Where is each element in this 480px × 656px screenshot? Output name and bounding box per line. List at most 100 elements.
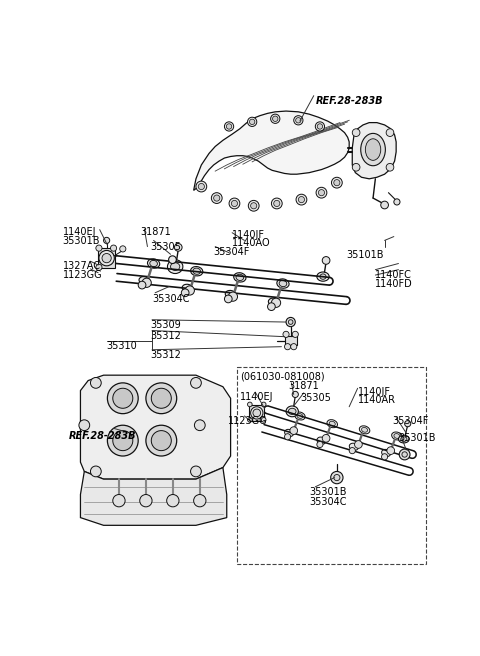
Circle shape <box>405 420 411 427</box>
Circle shape <box>274 200 280 207</box>
Text: 35304C: 35304C <box>152 295 190 304</box>
Circle shape <box>331 472 343 483</box>
Ellipse shape <box>225 291 236 298</box>
Text: 1140FD: 1140FD <box>375 279 413 289</box>
Circle shape <box>146 425 177 456</box>
Text: 1140FC: 1140FC <box>375 270 412 279</box>
Circle shape <box>299 197 304 203</box>
Ellipse shape <box>268 298 279 306</box>
Ellipse shape <box>168 260 183 274</box>
Text: 35310: 35310 <box>106 340 137 350</box>
Polygon shape <box>193 111 349 190</box>
Circle shape <box>394 199 400 205</box>
Text: 35301B: 35301B <box>309 487 347 497</box>
Ellipse shape <box>401 437 407 441</box>
Ellipse shape <box>394 434 400 438</box>
Circle shape <box>271 298 281 308</box>
Circle shape <box>227 124 232 129</box>
Circle shape <box>113 495 125 507</box>
Circle shape <box>334 180 340 186</box>
Circle shape <box>194 420 205 430</box>
Circle shape <box>90 377 101 388</box>
Circle shape <box>198 184 204 190</box>
Ellipse shape <box>327 420 337 428</box>
Ellipse shape <box>297 413 303 419</box>
Circle shape <box>214 195 220 201</box>
Ellipse shape <box>317 437 326 444</box>
Circle shape <box>225 295 232 303</box>
Ellipse shape <box>285 429 294 436</box>
Circle shape <box>151 430 171 451</box>
Ellipse shape <box>191 266 203 276</box>
Ellipse shape <box>234 273 246 282</box>
Ellipse shape <box>147 259 160 268</box>
Ellipse shape <box>279 280 287 287</box>
Ellipse shape <box>286 406 299 417</box>
Circle shape <box>294 115 303 125</box>
Ellipse shape <box>361 133 385 166</box>
Circle shape <box>296 117 301 123</box>
Circle shape <box>285 434 291 440</box>
Text: 35301B: 35301B <box>63 236 100 246</box>
Ellipse shape <box>295 412 305 420</box>
Circle shape <box>352 129 360 136</box>
Bar <box>237 367 426 564</box>
Ellipse shape <box>360 426 370 434</box>
Ellipse shape <box>236 274 244 281</box>
Circle shape <box>231 200 238 207</box>
Circle shape <box>79 420 90 430</box>
Text: 35309: 35309 <box>151 319 181 330</box>
Ellipse shape <box>193 268 201 274</box>
Circle shape <box>251 203 257 209</box>
Circle shape <box>211 193 222 203</box>
Circle shape <box>99 251 114 266</box>
Circle shape <box>322 434 330 442</box>
Circle shape <box>168 256 176 264</box>
Circle shape <box>290 427 298 434</box>
Text: 1140JF: 1140JF <box>358 387 391 397</box>
Circle shape <box>229 198 240 209</box>
Circle shape <box>146 383 177 414</box>
Circle shape <box>142 278 151 287</box>
Ellipse shape <box>361 428 368 432</box>
Circle shape <box>228 292 238 301</box>
Text: 35101B: 35101B <box>346 250 384 260</box>
Circle shape <box>174 243 182 251</box>
Circle shape <box>262 402 266 407</box>
Circle shape <box>102 253 111 263</box>
Circle shape <box>386 163 394 171</box>
Text: 35304F: 35304F <box>214 247 250 256</box>
Circle shape <box>285 344 291 350</box>
Circle shape <box>387 447 395 455</box>
Ellipse shape <box>277 279 289 288</box>
Circle shape <box>318 190 324 195</box>
Circle shape <box>296 194 307 205</box>
Text: (061030-081008): (061030-081008) <box>240 371 324 381</box>
Circle shape <box>248 200 259 211</box>
Polygon shape <box>352 123 396 179</box>
Circle shape <box>90 466 101 477</box>
Ellipse shape <box>150 260 157 266</box>
Circle shape <box>140 495 152 507</box>
Polygon shape <box>98 248 115 268</box>
Polygon shape <box>285 336 297 345</box>
Text: 1140JF: 1140JF <box>232 230 265 239</box>
Polygon shape <box>81 468 227 525</box>
Circle shape <box>271 198 282 209</box>
Circle shape <box>96 245 102 251</box>
Circle shape <box>110 245 117 251</box>
Circle shape <box>251 407 263 419</box>
Circle shape <box>167 495 179 507</box>
Text: 1140EJ: 1140EJ <box>63 228 96 237</box>
Text: 1327AC: 1327AC <box>63 261 101 271</box>
Text: 35312: 35312 <box>151 350 181 359</box>
Circle shape <box>271 114 280 123</box>
Circle shape <box>262 417 266 422</box>
Circle shape <box>315 122 324 131</box>
Text: 31871: 31871 <box>288 381 319 392</box>
Circle shape <box>113 388 133 408</box>
Circle shape <box>382 454 388 460</box>
Circle shape <box>386 129 394 136</box>
Text: 35304F: 35304F <box>392 416 429 426</box>
Circle shape <box>250 119 255 125</box>
